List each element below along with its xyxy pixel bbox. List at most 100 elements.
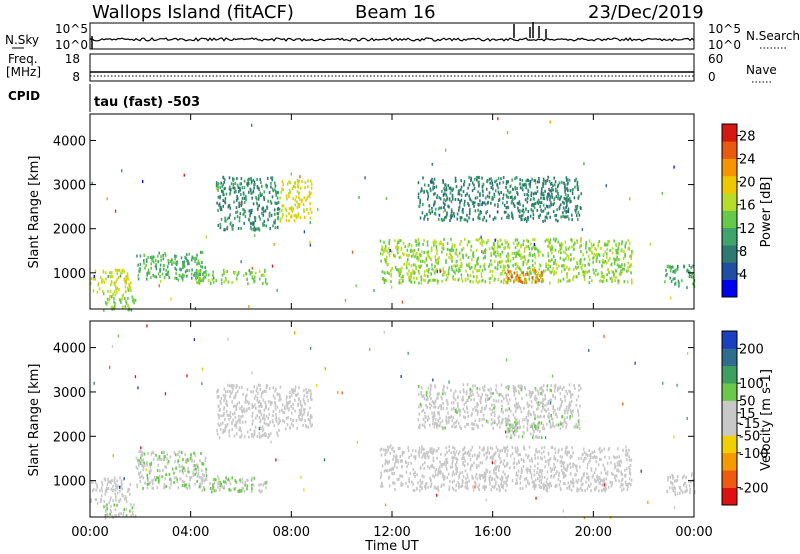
power-speckle <box>91 117 675 311</box>
velocity-colorbar-segment <box>722 331 737 349</box>
velocity-x-tick-label: 00:00 <box>71 525 108 540</box>
velocity-x-tick-label: 00:00 <box>675 525 712 540</box>
velocity-colorbar-segment <box>722 348 737 367</box>
velocity-colorbar-tick-label: 50 <box>739 395 756 410</box>
nave-tick-top: 60 <box>708 52 723 66</box>
noise-tick-left-top: 10^5 <box>55 22 88 36</box>
freq-trace <box>90 71 694 77</box>
power-colorbar-segment <box>722 124 737 142</box>
power-colorbar-segment <box>722 141 737 159</box>
velocity-colorbar-tick-label: -50 <box>739 429 760 444</box>
velocity-colorbar-segment <box>722 365 737 384</box>
noise-sky-line <box>89 37 695 42</box>
freq-label-line1: Freq. <box>8 52 38 66</box>
power-colorbar-tick-label: 28 <box>739 130 756 145</box>
velocity-speckle <box>93 324 689 520</box>
power-echo-region <box>278 178 313 223</box>
power-colorbar-segment <box>722 227 737 246</box>
noise-tick-right-bottom: 10^0 <box>708 38 741 52</box>
nsearch-label: N.Search <box>746 29 800 43</box>
velocity-colorbar-segment <box>722 400 737 419</box>
cpid-value: tau (fast) -503 <box>94 95 200 110</box>
power-echo-region <box>195 268 268 286</box>
power-colorbar-segment <box>722 262 737 280</box>
freq-panel <box>89 53 695 82</box>
beam-title: Beam 16 <box>355 2 436 23</box>
power-colorbar-segment <box>722 175 737 194</box>
power-colorbar: 4 8 12 16 20 24 28 <box>721 123 756 298</box>
power-colorbar-tick-label: 24 <box>739 153 756 168</box>
velocity-x-tick-label: 20:00 <box>575 525 612 540</box>
power-colorbar-tick-label: 8 <box>739 245 747 260</box>
velocity-colorbar-tick-label: -200 <box>739 482 769 497</box>
power-echoes <box>90 117 696 312</box>
power-x-axis <box>89 114 695 309</box>
velocity-panel-frame <box>89 320 695 518</box>
power-echo-region <box>215 175 281 232</box>
velocity-colorbar-tick-label: -15 <box>739 417 760 432</box>
velocity-x-tick-label: 12:00 <box>373 525 410 540</box>
power-y-axis: 1000 2000 3000 4000 <box>53 134 694 282</box>
power-colorbar-segment <box>722 279 737 298</box>
cpid-label: CPID <box>8 89 40 103</box>
velocity-colorbar-tick-label: 200 <box>739 342 764 357</box>
velocity-x-tick-label: 04:00 <box>172 525 209 540</box>
velocity-echo-region <box>216 383 281 440</box>
power-echo-region <box>136 250 206 283</box>
power-colorbar-tick-label: 12 <box>739 222 756 237</box>
velocity-echo-region <box>103 503 137 520</box>
velocity-echo-region <box>135 450 208 490</box>
velocity-x-tick-label: 16:00 <box>474 525 511 540</box>
nave-label: Nave <box>746 63 777 77</box>
velocity-y-tick-label: 1000 <box>53 475 86 490</box>
noise-tick-left-bottom: 10^0 <box>55 38 88 52</box>
power-colorbar-segment <box>722 158 737 177</box>
freq-tick-bottom: 8 <box>72 70 80 84</box>
power-echo-region <box>379 237 633 285</box>
velocity-x-tick-label: 08:00 <box>273 525 310 540</box>
velocity-echo-region <box>417 383 582 431</box>
velocity-colorbar-tick-label: -100 <box>739 447 769 462</box>
freq-label-line2: [MHz] <box>6 65 41 79</box>
velocity-y-axis-label: Slant Range [km] <box>27 364 42 477</box>
freq-tick-top: 18 <box>65 52 80 66</box>
velocity-colorbar-segment <box>722 487 737 506</box>
x-axis-label: Time UT <box>364 539 418 554</box>
nave-tick-bottom: 0 <box>708 70 716 84</box>
station-title: Wallops Island (fitACF) <box>92 2 294 23</box>
velocity-echoes <box>90 324 696 520</box>
power-colorbar-segment <box>722 210 737 229</box>
power-y-tick-label: 2000 <box>53 223 86 238</box>
velocity-colorbar-segment <box>722 470 737 488</box>
power-y-tick-label: 3000 <box>53 179 86 194</box>
power-y-tick-label: 4000 <box>53 134 86 149</box>
velocity-colorbar-label: Velocity [m s-1] <box>759 369 774 471</box>
velocity-colorbar-segment <box>722 452 737 471</box>
velocity-echo-region <box>90 476 132 505</box>
velocity-y-tick-label: 2000 <box>53 430 86 445</box>
velocity-y-tick-label: 4000 <box>53 342 86 357</box>
velocity-echo-region <box>379 445 633 493</box>
power-echo-region <box>90 268 132 298</box>
noise-trace <box>89 22 695 49</box>
velocity-y-axis: 1000 2000 3000 4000 <box>53 342 694 490</box>
velocity-colorbar-tick-label: 15 <box>739 407 756 422</box>
velocity-colorbar-tick-label: 100 <box>739 377 764 392</box>
date-title: 23/Dec/2019 <box>588 2 704 23</box>
power-echo-region <box>417 175 583 223</box>
velocity-colorbar-segment <box>722 418 737 436</box>
velocity-echo-region <box>278 385 313 431</box>
power-echo-region <box>505 268 544 285</box>
power-colorbar-tick-label: 20 <box>739 176 756 191</box>
velocity-echo-region <box>198 476 268 494</box>
power-colorbar-tick-label: 16 <box>739 199 756 214</box>
power-colorbar-label: Power [dB] <box>759 177 774 248</box>
power-colorbar-segment <box>722 245 737 263</box>
power-y-tick-label: 1000 <box>53 267 86 282</box>
velocity-colorbar-segment <box>722 435 737 454</box>
velocity-colorbar-segment <box>722 383 737 401</box>
velocity-echo-region <box>505 418 543 440</box>
velocity-echo-region <box>666 472 696 497</box>
